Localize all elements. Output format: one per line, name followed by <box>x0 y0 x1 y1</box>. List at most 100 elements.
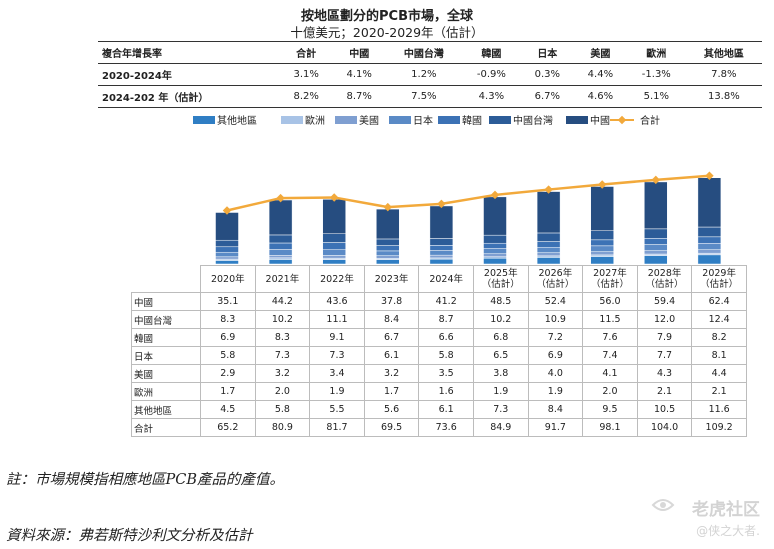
bar-segment <box>536 241 561 248</box>
table-cell: 6.7 <box>363 328 420 347</box>
footnote: 註：市場規模指相應地區PCB產品的產值。 <box>6 472 285 488</box>
total-marker <box>383 202 393 212</box>
bar-segment <box>536 232 561 242</box>
cagr-row: 2020-2024年 3.1% 4.1% 1.2% -0.9% 0.3% 4.4% -1.3%… <box>98 63 762 86</box>
table-row: 中國台灣 8.3 10.2 11.1 8.4 8.7 10.2 10.9 11.5 12.0 12.… <box>131 310 747 329</box>
cagr-cell: -0.9% <box>461 63 521 86</box>
cagr-row-label: 2024-202 年（估計） <box>98 85 280 108</box>
table-row: 歐洲 1.7 2.0 1.9 1.7 1.6 1.9 1.9 2.0 2.1 2.1 <box>131 382 747 401</box>
cagr-header-label: 複合年增長率 <box>98 41 280 64</box>
bar-segment <box>322 233 346 243</box>
table-cell: 12.0 <box>636 310 693 329</box>
legend-label: 合計 <box>640 114 660 127</box>
year-header: 2027年 （估計） <box>582 265 638 293</box>
table-cell: 69.5 <box>363 418 420 437</box>
table-cell: 48.5 <box>472 292 529 311</box>
bar-segment <box>268 199 293 236</box>
cagr-cell: 1.2% <box>385 63 462 86</box>
table-row: 中國 35.1 44.2 43.6 37.8 41.2 48.5 52.4 56.0 59.4 62… <box>131 292 747 311</box>
bar-segment <box>590 186 614 231</box>
year-header: 2026年 （估計） <box>527 265 584 293</box>
table-corner <box>131 265 201 293</box>
table-cell: 80.9 <box>254 418 311 437</box>
cagr-cell: 0.3% <box>520 63 574 86</box>
table-cell: 3.8 <box>472 364 529 383</box>
row-label: 合計 <box>131 418 201 437</box>
table-row: 美國 2.9 3.2 3.4 3.2 3.5 3.8 4.0 4.1 4.3 4.4 <box>131 364 747 383</box>
table-row: 韓國 6.9 8.3 9.1 6.7 6.6 6.8 7.2 7.6 7.9 8.2 <box>131 328 747 347</box>
legend-label: 中國 <box>590 114 610 127</box>
table-cell: 59.4 <box>636 292 693 311</box>
table-cell: 3.2 <box>363 364 420 383</box>
table-row: 合計 65.2 80.9 81.7 69.5 73.6 84.9 91.7 98.1 104.0 1… <box>131 418 747 437</box>
bar-segment <box>429 258 454 265</box>
table-cell: 7.7 <box>636 346 693 365</box>
bar-segment <box>644 181 668 230</box>
year-header: 2023年 <box>363 265 420 293</box>
table-cell: 4.4 <box>691 364 747 383</box>
table-cell: 37.8 <box>363 292 420 311</box>
bar-segment <box>376 238 400 246</box>
table-cell: 1.6 <box>418 382 474 401</box>
bar-segment <box>590 251 614 256</box>
total-marker <box>437 199 446 209</box>
bar-segment <box>376 208 400 240</box>
table-cell: 6.9 <box>527 346 584 365</box>
table-cell: 6.6 <box>418 328 474 347</box>
row-label: 中國台灣 <box>131 310 201 329</box>
table-cell: 6.5 <box>472 346 529 365</box>
table-cell: 8.2 <box>691 328 747 347</box>
data-table: 2020年 2021年 2022年 2023年 2024年 2025年 （估計） 2026年（… <box>131 265 747 437</box>
bar-segment <box>697 236 722 244</box>
table-cell: 104.0 <box>636 418 693 437</box>
legend-item: 合計 <box>610 114 660 127</box>
legend-swatch <box>566 116 588 124</box>
stacked-bar-chart: 其他地區 歐洲 美國 日本 韓國 中國台灣 中國 合計 <box>193 114 722 265</box>
row-label: 美國 <box>131 364 201 383</box>
table-cell: 1.7 <box>363 382 420 401</box>
table-cell: 8.3 <box>200 310 256 329</box>
bar-segment <box>322 259 346 265</box>
table-cell: 98.1 <box>582 418 638 437</box>
total-line <box>226 174 710 212</box>
cagr-header-cell: 歐洲 <box>626 41 686 64</box>
table-cell: 2.1 <box>691 382 747 401</box>
legend-label: 韓國 <box>462 115 482 127</box>
table-cell: 3.2 <box>254 364 311 383</box>
year-header: 2028年 （估計） <box>636 265 693 293</box>
row-label: 歐洲 <box>131 382 201 401</box>
table-cell: 4.3 <box>636 364 693 383</box>
watermark-handle: @侠之大者. <box>696 524 760 538</box>
table-cell: 7.9 <box>636 328 693 347</box>
row-label: 日本 <box>131 346 201 365</box>
table-cell: 52.4 <box>527 292 584 311</box>
bar-segment <box>429 250 454 256</box>
table-cell: 4.5 <box>200 400 256 419</box>
table-cell: 1.9 <box>472 382 529 401</box>
bar-segment <box>215 256 239 260</box>
legend-label: 日本 <box>413 114 433 127</box>
table-cell: 12.4 <box>691 310 747 329</box>
total-marker <box>490 190 500 200</box>
table-cell: 7.2 <box>527 328 584 347</box>
year-header: 2024年 <box>418 265 474 293</box>
watermark-text: 老虎社区 <box>692 500 760 520</box>
bar-segment <box>322 255 346 259</box>
tiger-logo-icon <box>651 499 675 511</box>
bar-segment <box>483 242 507 249</box>
table-cell: 7.3 <box>254 346 311 365</box>
cagr-table: 複合年增長率 合計 中國 中國台灣 韓國 日本 美國 歐洲 其他地區 2020-2024年 3.1… <box>98 41 762 108</box>
cagr-cell: 8.7% <box>332 85 386 108</box>
cagr-header-cell: 中國 <box>332 41 386 64</box>
table-cell: 7.3 <box>309 346 365 365</box>
cagr-cell: 8.2% <box>279 85 333 108</box>
bar-segment <box>429 238 454 246</box>
row-label: 其他地區 <box>131 400 201 419</box>
bar-segment <box>215 246 239 253</box>
row-label: 韓國 <box>131 328 201 347</box>
bar-segment <box>429 245 454 251</box>
cagr-cell: 7.5% <box>385 85 462 108</box>
bar-segment <box>697 226 722 238</box>
bar-segment <box>483 253 507 257</box>
table-cell: 2.0 <box>582 382 638 401</box>
